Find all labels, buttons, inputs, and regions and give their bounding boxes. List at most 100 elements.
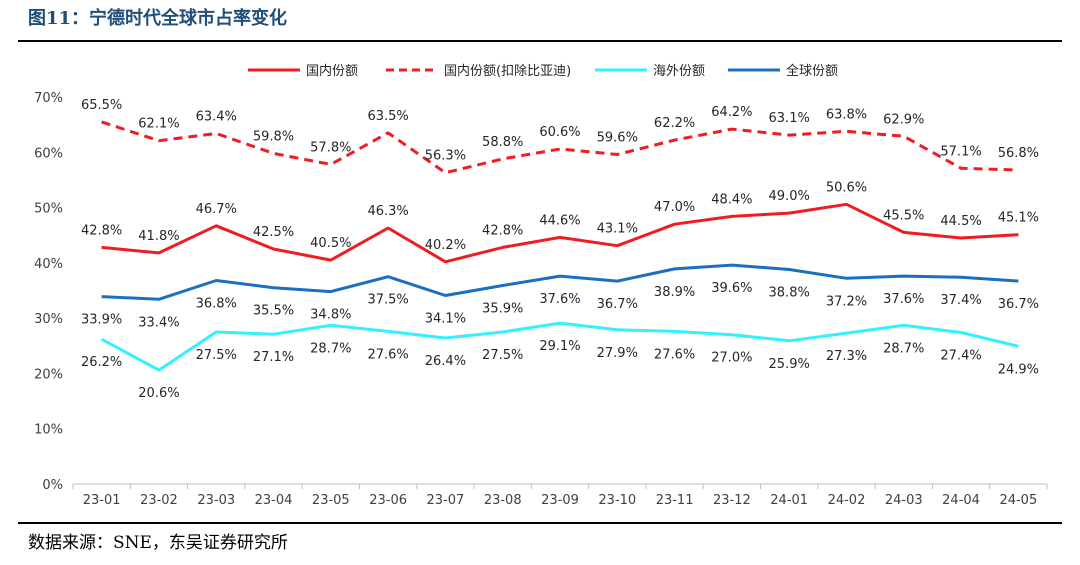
data-label: 50.6% [826, 180, 867, 195]
x-tick-label: 24-02 [828, 493, 866, 508]
data-label: 40.2% [425, 238, 466, 253]
series-line-0 [101, 202, 1019, 264]
data-label: 63.4% [196, 109, 237, 124]
data-label: 27.0% [711, 351, 752, 366]
data-label: 42.5% [253, 225, 294, 240]
data-label: 27.3% [826, 349, 867, 364]
x-tick-label: 23-09 [541, 493, 579, 508]
x-tick-label: 23-07 [427, 493, 465, 508]
data-label: 25.9% [769, 357, 810, 372]
data-label: 44.5% [940, 214, 981, 229]
data-label: 28.7% [883, 341, 924, 356]
data-label: 44.6% [539, 213, 580, 228]
data-label: 37.6% [539, 292, 580, 307]
y-tick-label: 60% [34, 146, 63, 161]
data-label: 26.4% [425, 354, 466, 369]
data-label: 27.1% [253, 350, 294, 365]
x-tick-label: 23-12 [713, 493, 751, 508]
y-tick-label: 50% [34, 202, 63, 217]
data-label: 58.8% [482, 135, 523, 150]
series-line-2 [100, 321, 1019, 372]
x-tick-label: 24-03 [885, 493, 923, 508]
y-tick-label: 40% [34, 257, 63, 272]
data-label: 59.8% [253, 129, 294, 144]
x-tick-label: 23-05 [312, 493, 350, 508]
x-tick-label: 24-05 [999, 493, 1037, 508]
title-divider [18, 40, 1062, 42]
data-label: 24.9% [998, 362, 1039, 377]
data-label: 33.9% [81, 313, 122, 328]
x-tick-label: 23-01 [83, 493, 121, 508]
data-label: 27.6% [654, 347, 695, 362]
data-label: 36.8% [196, 297, 237, 312]
source-note: 数据来源：SNE，东吴证券研究所 [28, 533, 288, 553]
series-line-3 [101, 263, 1019, 301]
data-label: 26.2% [81, 355, 122, 370]
data-label: 45.1% [998, 211, 1039, 226]
data-label: 41.8% [138, 229, 179, 244]
data-label: 36.7% [597, 297, 638, 312]
y-tick-label: 30% [34, 312, 63, 327]
data-label: 37.5% [367, 293, 408, 308]
data-label: 28.7% [310, 341, 351, 356]
y-tick-label: 20% [34, 367, 63, 382]
data-label: 46.7% [196, 202, 237, 217]
data-label: 35.5% [253, 304, 294, 319]
legend-label: 国内份额(扣除比亚迪) [444, 63, 571, 79]
data-label: 27.4% [940, 349, 981, 364]
data-label: 46.3% [367, 204, 408, 219]
y-tick-label: 0% [42, 478, 63, 493]
data-label: 35.9% [482, 302, 523, 317]
data-label: 42.8% [81, 223, 122, 238]
data-label: 37.6% [883, 292, 924, 307]
data-label: 27.9% [597, 346, 638, 361]
series-line-1 [101, 120, 1019, 175]
x-tick-label: 23-04 [255, 493, 293, 508]
x-tick-label: 23-06 [369, 493, 407, 508]
data-label: 34.8% [310, 308, 351, 323]
data-label: 45.5% [883, 208, 924, 223]
legend-label: 国内份额 [306, 63, 358, 79]
x-tick-label: 23-03 [197, 493, 235, 508]
legend-label: 全球份额 [786, 63, 838, 79]
y-tick-label: 10% [34, 423, 63, 438]
legend-label: 海外份额 [653, 64, 705, 79]
data-label: 57.8% [310, 140, 351, 155]
x-tick-label: 23-08 [484, 493, 522, 508]
data-label: 63.5% [367, 109, 408, 124]
data-label: 63.1% [769, 111, 810, 126]
data-label: 43.1% [597, 222, 638, 237]
x-tick-label: 24-01 [770, 493, 808, 508]
data-label: 56.3% [425, 149, 466, 164]
data-label: 37.2% [826, 294, 867, 309]
data-label: 48.4% [711, 192, 752, 207]
data-label: 27.5% [482, 348, 523, 363]
data-label: 63.8% [826, 107, 867, 122]
source-divider [18, 522, 1062, 524]
figure-title: 图11：宁德时代全球市占率变化 [28, 8, 288, 29]
data-label: 62.1% [138, 117, 179, 132]
data-label: 59.6% [597, 130, 638, 145]
data-label: 20.6% [138, 386, 179, 401]
data-label: 62.9% [883, 112, 924, 127]
data-label: 60.6% [539, 125, 580, 140]
data-label: 38.9% [654, 285, 695, 300]
y-tick-label: 70% [34, 91, 63, 106]
data-label: 42.8% [482, 223, 523, 238]
data-label: 47.0% [654, 200, 695, 215]
data-label: 39.6% [711, 281, 752, 296]
data-label: 65.5% [81, 98, 122, 113]
data-label: 34.1% [425, 311, 466, 326]
data-label: 38.8% [769, 285, 810, 300]
data-label: 49.0% [769, 189, 810, 204]
data-label: 33.4% [138, 315, 179, 330]
data-label: 36.7% [998, 297, 1039, 312]
x-tick-label: 23-02 [140, 493, 178, 508]
x-tick-label: 23-11 [656, 493, 694, 508]
data-label: 56.8% [998, 146, 1039, 161]
data-label: 29.1% [539, 339, 580, 354]
data-label: 40.5% [310, 236, 351, 251]
data-label: 64.2% [711, 105, 752, 120]
